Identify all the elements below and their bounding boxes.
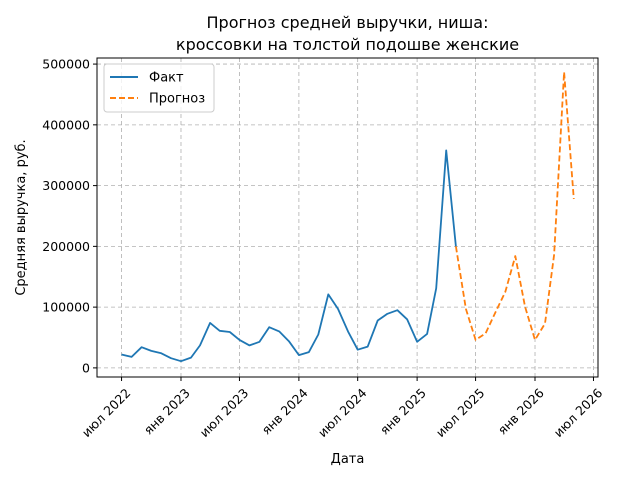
y-tick-label: 500000 bbox=[42, 57, 90, 72]
y-tick-label: 300000 bbox=[42, 178, 90, 193]
x-axis-label: Дата bbox=[331, 452, 365, 467]
x-tick-label: янв 2025 bbox=[377, 385, 429, 437]
legend: Факт Прогноз bbox=[103, 63, 215, 113]
legend-label-fact: Факт bbox=[149, 71, 184, 86]
x-tick-label: июл 2023 bbox=[197, 385, 252, 440]
x-tick-label: июл 2025 bbox=[433, 385, 488, 440]
x-tick-label: янв 2026 bbox=[495, 385, 547, 437]
x-tick-label: июл 2024 bbox=[315, 385, 370, 440]
y-axis-label: Средняя выручка, руб. bbox=[14, 139, 29, 295]
chart-title-line2: кроссовки на толстой подошве женские bbox=[176, 35, 519, 54]
x-tick-label: июл 2026 bbox=[551, 385, 606, 440]
y-tick-label: 100000 bbox=[42, 300, 90, 315]
series-layer bbox=[121, 71, 575, 363]
series-line-fact bbox=[121, 149, 457, 363]
y-tick-label: 0 bbox=[82, 360, 90, 375]
x-tick-label: янв 2024 bbox=[259, 385, 311, 437]
x-tick-label: июл 2022 bbox=[79, 385, 134, 440]
series-line-forecast bbox=[455, 71, 575, 341]
x-axis: июл 2022 янв 2023 июл 2023 янв 2024 июл 2024… bbox=[79, 377, 606, 440]
y-axis: 0 100000 200000 300000 400000 500000 bbox=[42, 57, 97, 375]
plot-area-frame bbox=[96, 57, 599, 378]
chart-title-line1: Прогноз средней выручки, ниша: bbox=[207, 13, 489, 32]
y-tick-label: 200000 bbox=[42, 239, 90, 254]
x-tick-label: янв 2023 bbox=[141, 385, 193, 437]
legend-label-forecast: Прогноз bbox=[149, 92, 205, 107]
y-tick-label: 400000 bbox=[42, 117, 90, 132]
